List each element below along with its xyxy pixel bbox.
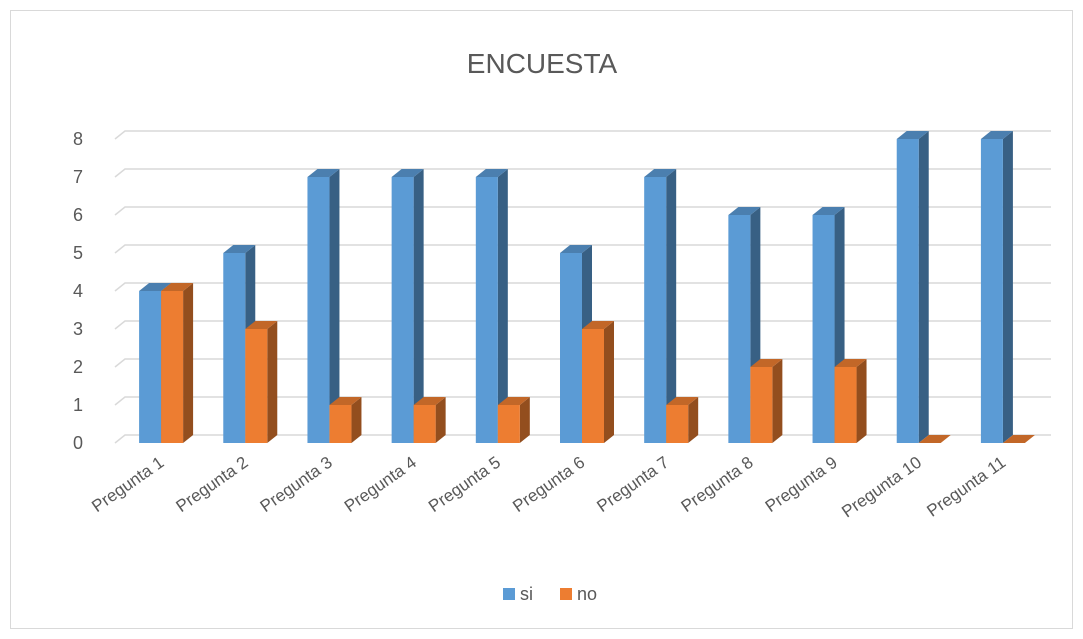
y-tick-label: 7 xyxy=(73,167,83,187)
bar-no-5 xyxy=(498,397,530,443)
legend-label-no: no xyxy=(577,584,597,604)
legend: si no xyxy=(503,584,597,604)
y-tick-label: 2 xyxy=(73,357,83,377)
x-tick-label: Pregunta 7 xyxy=(593,453,672,516)
x-axis: Pregunta 1 Pregunta 2 Pregunta 3 Pregunta 4… xyxy=(88,453,1009,522)
y-tick-label: 8 xyxy=(73,129,83,149)
bar-no-7 xyxy=(666,397,698,443)
y-tick-label: 5 xyxy=(73,243,83,263)
bar-no-6 xyxy=(582,321,614,443)
legend-swatch-no xyxy=(560,588,572,600)
x-tick-label: Pregunta 5 xyxy=(425,453,504,516)
x-tick-label: Pregunta 3 xyxy=(257,453,336,516)
bar-no-9 xyxy=(835,359,867,443)
bar-no-3 xyxy=(329,397,361,443)
chart-title: ENCUESTA xyxy=(467,48,618,79)
bar-no-2 xyxy=(245,321,277,443)
x-tick-label: Pregunta 1 xyxy=(88,453,167,516)
bar-si-11 xyxy=(981,131,1013,443)
x-tick-label: Pregunta 8 xyxy=(678,453,757,516)
x-tick-label: Pregunta 4 xyxy=(341,453,420,516)
bar-no-1 xyxy=(161,283,193,443)
y-tick-label: 1 xyxy=(73,395,83,415)
y-tick-label: 6 xyxy=(73,205,83,225)
bars xyxy=(139,131,1035,443)
y-tick-label: 0 xyxy=(73,433,83,453)
x-tick-label: Pregunta 6 xyxy=(509,453,588,516)
x-tick-label: Pregunta 9 xyxy=(762,453,841,516)
x-tick-label: Pregunta 11 xyxy=(923,453,1009,521)
y-axis: 0 1 2 3 4 5 6 7 8 xyxy=(73,129,83,453)
x-tick-label: Pregunta 10 xyxy=(838,453,925,522)
bar-si-10 xyxy=(897,131,929,443)
y-tick-label: 3 xyxy=(73,319,83,339)
bar-no-4 xyxy=(414,397,446,443)
y-tick-label: 4 xyxy=(73,281,83,301)
legend-swatch-si xyxy=(503,588,515,600)
x-tick-label: Pregunta 2 xyxy=(173,453,252,516)
legend-label-si: si xyxy=(520,584,533,604)
bar-no-8 xyxy=(750,359,782,443)
